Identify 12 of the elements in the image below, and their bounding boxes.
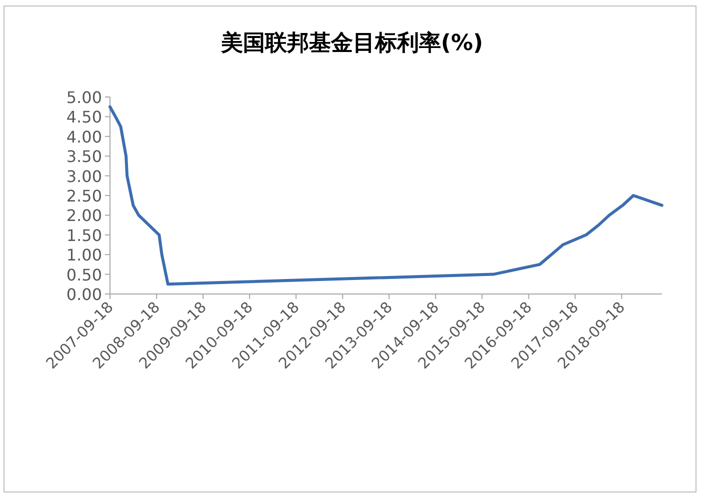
y-tick-label: 5.00	[66, 88, 102, 107]
y-tick-label: 1.00	[66, 246, 102, 265]
y-tick-label: 1.50	[66, 226, 102, 245]
title: 美国联邦基金目标利率(%)	[220, 31, 484, 56]
y-tick-label: 2.50	[66, 186, 102, 206]
y-tick-label: 0.00	[66, 285, 102, 304]
y-tick-label: 3.00	[66, 166, 102, 186]
y-tick-label: 2.00	[66, 206, 102, 226]
y-tick-label: 0.50	[66, 265, 102, 284]
y-tick-label: 3.50	[66, 147, 102, 166]
y-tick-label: 4.50	[66, 108, 102, 127]
y-tick-label: 4.00	[66, 127, 102, 146]
